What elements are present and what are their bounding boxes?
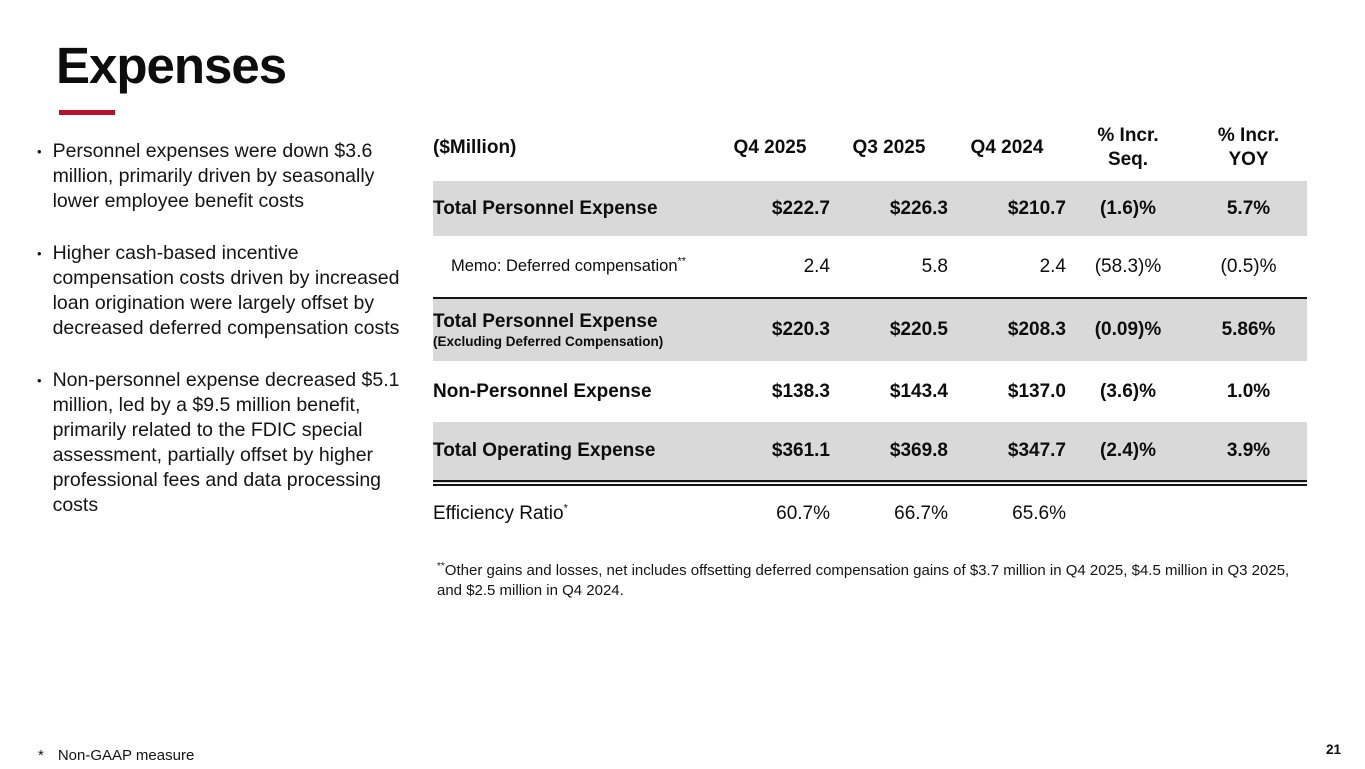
bullet-text: Higher cash-based incentive compensation…: [52, 242, 400, 339]
row-label: Memo: Deferred compensation**: [433, 236, 710, 299]
row-label-text: Total Operating Expense: [433, 440, 656, 461]
non-gaap-footnote: * Non-GAAP measure: [38, 747, 194, 764]
row-label: Total Operating Expense: [433, 422, 710, 486]
bullet-marker: •: [37, 246, 42, 261]
cell-value: 1.0%: [1226, 380, 1271, 402]
cell-value: [1190, 483, 1307, 542]
header-row: ($Million) Q4 2025 Q3 2025 Q4 2024 % Inc…: [433, 115, 1307, 181]
table-row-efficiency-ratio: Efficiency Ratio* 60.7% 66.7% 65.6%: [433, 483, 1307, 542]
col-header-incr-seq: % Incr. Seq.: [1097, 125, 1159, 170]
footnote-marker: **: [437, 561, 445, 572]
bullet-item: • Higher cash-based incentive compensati…: [30, 241, 416, 341]
cell-value: (3.6)%: [1100, 380, 1156, 402]
footnote-marker: *: [38, 747, 44, 764]
bullet-text: Non-personnel expense decreased $5.1 mil…: [52, 369, 400, 516]
bullet-item: • Non-personnel expense decreased $5.1 m…: [30, 368, 416, 518]
cell-value: $361.1: [710, 422, 830, 486]
cell-value: 60.7%: [776, 503, 830, 524]
row-label-text: Memo: Deferred compensation: [451, 257, 678, 275]
row-label-text: Total Personnel Expense: [433, 197, 658, 219]
row-label-text: Non-Personnel Expense: [433, 380, 652, 402]
page-title: Expenses: [56, 37, 287, 94]
title-underline: [59, 110, 115, 115]
bullet-marker: •: [37, 373, 42, 388]
cell-value: (2.4)%: [1066, 422, 1190, 486]
table-row-non-personnel: Non-Personnel Expense $138.3 $143.4 $137…: [433, 361, 1307, 422]
cell-value: 3.9%: [1190, 422, 1307, 486]
row-sublabel: (Excluding Deferred Compensation): [433, 333, 664, 349]
footnote-ref: **: [677, 255, 687, 268]
cell-value: $220.3: [710, 298, 830, 361]
table-row-total-personnel-excl-deferred: Total Personnel Expense (Excluding Deferr…: [433, 298, 1307, 361]
col-header-q3-2025: Q3 2025: [852, 137, 926, 158]
footnote-ref: *: [563, 502, 568, 515]
row-label: Non-Personnel Expense: [433, 361, 710, 422]
cell-value: 2.4: [948, 236, 1066, 299]
bullet-marker: •: [37, 144, 42, 159]
cell-value: (1.6)%: [1066, 181, 1190, 236]
cell-value: [1066, 483, 1190, 542]
cell-value: $220.5: [830, 298, 948, 361]
cell-value: $137.0: [1007, 380, 1066, 402]
cell-value: 5.7%: [1190, 181, 1307, 236]
cell-value: 66.7%: [894, 503, 948, 524]
cell-value: 5.86%: [1190, 298, 1307, 361]
cell-value: $138.3: [771, 380, 830, 402]
row-label: Total Personnel Expense (Excluding Deferr…: [433, 298, 710, 361]
row-label: Total Personnel Expense: [433, 181, 710, 236]
cell-value: (58.3)%: [1066, 236, 1190, 299]
cell-value: (0.5)%: [1190, 236, 1307, 299]
unit-label: ($Million): [433, 137, 517, 158]
table-header: ($Million) Q4 2025 Q3 2025 Q4 2024 % Inc…: [433, 115, 1307, 181]
table-footnote: **Other gains and losses, net includes o…: [437, 561, 1299, 600]
cell-value: $208.3: [948, 298, 1066, 361]
bullet-text: Personnel expenses were down $3.6 millio…: [52, 140, 375, 212]
row-label-text: Efficiency Ratio: [433, 503, 564, 524]
footnote-text: Other gains and losses, net includes off…: [437, 562, 1290, 599]
cell-value: $226.3: [830, 181, 948, 236]
bullet-item: • Personnel expenses were down $3.6 mill…: [30, 139, 416, 214]
table-row-memo-deferred-comp: Memo: Deferred compensation** 2.4 5.8 2.…: [433, 236, 1307, 299]
cell-value: $210.7: [948, 181, 1066, 236]
expenses-table: ($Million) Q4 2025 Q3 2025 Q4 2024 % Inc…: [433, 115, 1307, 542]
row-label: Efficiency Ratio*: [433, 483, 710, 542]
cell-value: $369.8: [830, 422, 948, 486]
cell-value: $222.7: [710, 181, 830, 236]
cell-value: $347.7: [948, 422, 1066, 486]
bullet-list: • Personnel expenses were down $3.6 mill…: [30, 139, 416, 545]
col-header-q4-2024: Q4 2024: [970, 137, 1044, 158]
col-header-q4-2025: Q4 2025: [733, 137, 807, 158]
cell-value: 2.4: [710, 236, 830, 299]
page-number: 21: [1326, 742, 1342, 757]
table-row-total-operating: Total Operating Expense $361.1 $369.8 $3…: [433, 422, 1307, 486]
cell-value: (0.09)%: [1066, 298, 1190, 361]
table-row-total-personnel: Total Personnel Expense $222.7 $226.3 $2…: [433, 181, 1307, 236]
cell-value: 5.8: [830, 236, 948, 299]
cell-value: $143.4: [889, 380, 948, 402]
col-header-incr-yoy: % Incr. YOY: [1217, 125, 1280, 170]
row-label-text: Total Personnel Expense: [433, 310, 658, 332]
footnote-text: Non-GAAP measure: [57, 747, 195, 764]
cell-value: 65.6%: [1012, 503, 1066, 524]
